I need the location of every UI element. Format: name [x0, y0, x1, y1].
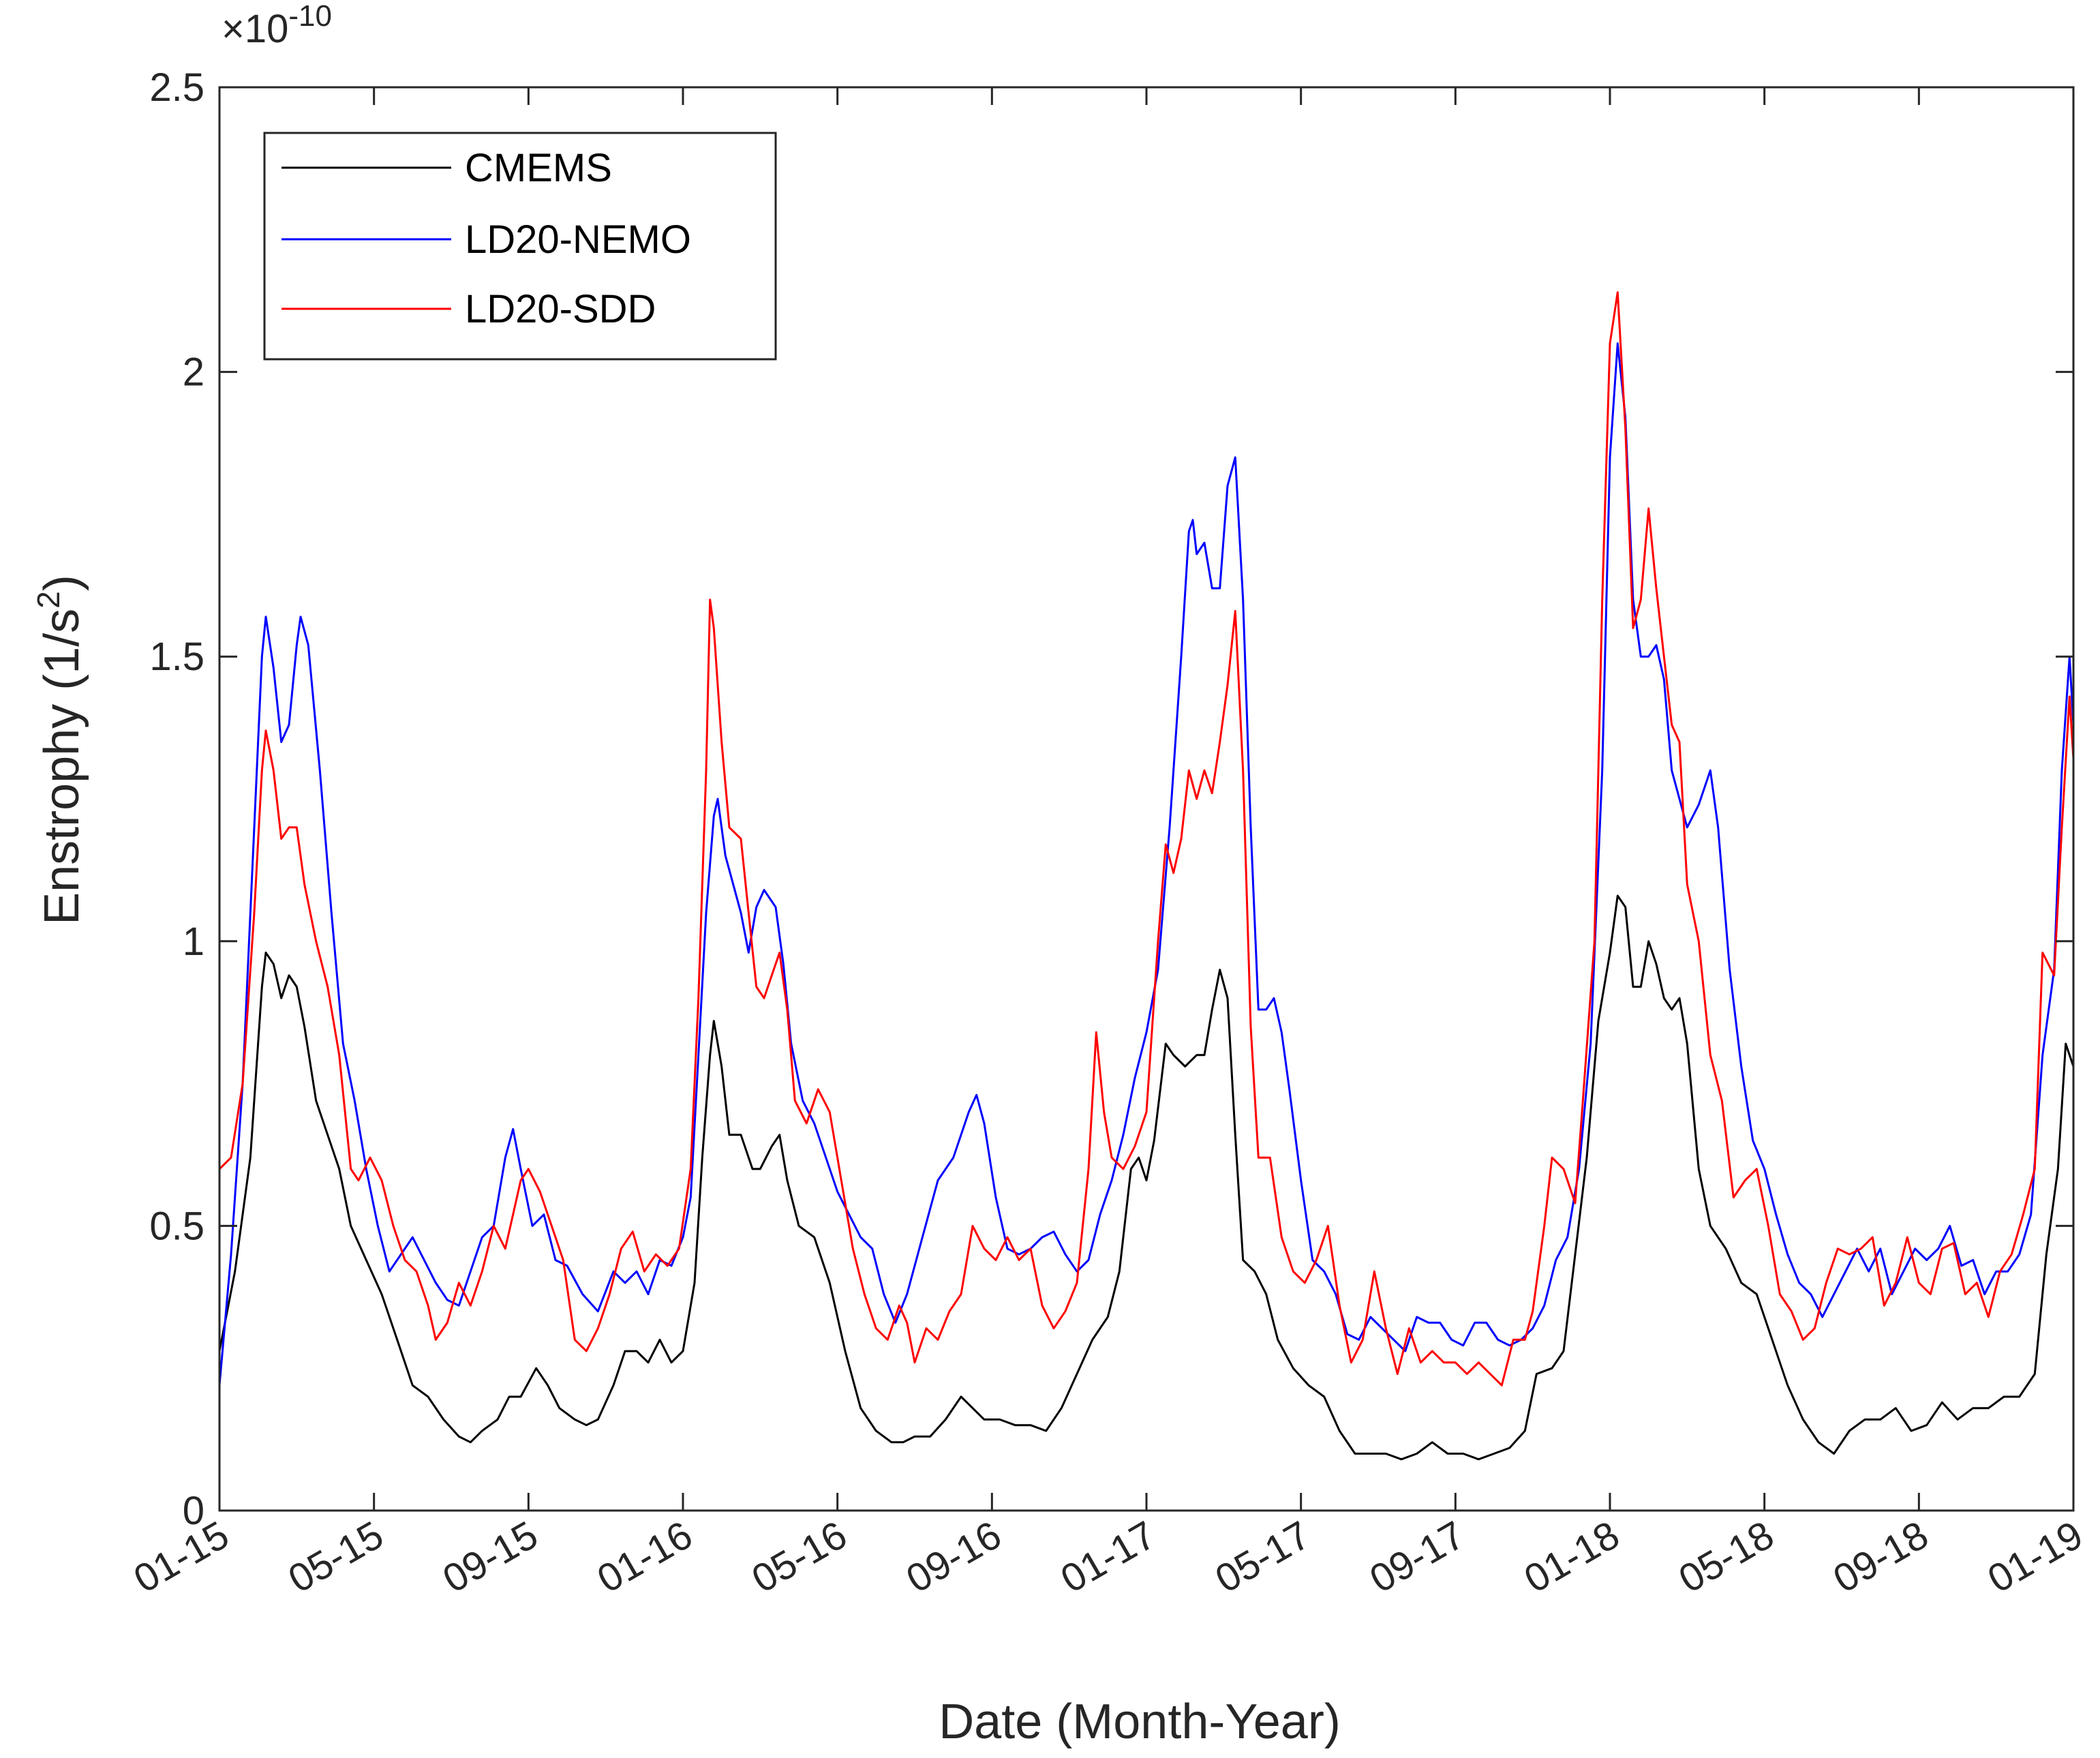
series-line-ld20-nemo [218, 342, 2075, 1386]
y-tick-label: 1.5 [149, 635, 204, 679]
series-layer [218, 291, 2075, 1461]
y-tick-label: 0.5 [149, 1204, 204, 1248]
legend-label: LD20-SDD [465, 287, 656, 331]
series-line-cmems [218, 894, 2075, 1461]
legend-box [263, 132, 777, 361]
y-tick-label: 2 [183, 350, 204, 395]
legend-label: CMEMS [465, 146, 612, 190]
y-tick-label: 2.5 [149, 65, 204, 110]
ticks-layer [218, 86, 2075, 1512]
x-axis-title: Date (Month-Year) [939, 1695, 1341, 1749]
y-axis-title: Enstrophy (1/s2) [31, 575, 89, 925]
y-tick-label: 0 [183, 1489, 204, 1533]
series-line-ld20-sdd [218, 291, 2075, 1386]
legend-entries: CMEMS LD20-NEMO LD20-SDD [281, 146, 691, 331]
y-exponent-label: ×10-10 [222, 0, 332, 51]
y-tick-label: 1 [183, 920, 204, 964]
legend: CMEMS LD20-NEMO LD20-SDD [263, 132, 777, 361]
legend-label: LD20-NEMO [465, 217, 691, 262]
